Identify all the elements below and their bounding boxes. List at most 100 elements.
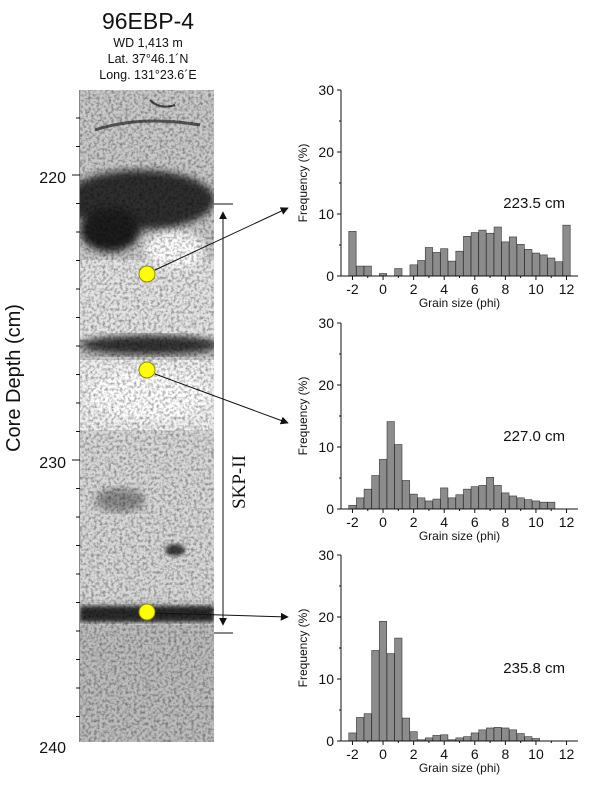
x-tick-label: -2 [346,281,359,297]
y-tick-label: 10 [318,671,334,687]
histogram-bar [447,260,456,277]
x-tick-label: 4 [440,746,448,762]
histogram-bar [486,477,495,510]
x-tick-label: 10 [528,746,544,762]
y-axis-label: Frequency (%) [296,609,310,688]
histogram-bar [424,247,433,277]
histogram-bar [501,241,510,277]
histogram-bar [371,650,380,742]
y-tick-label: 30 [318,82,334,98]
x-tick-label: -2 [346,746,359,762]
x-axis-label: Grain size (phi) [419,529,500,543]
histogram-bar [363,713,372,742]
x-tick-label: 12 [559,281,575,297]
histogram-bar [432,252,441,277]
histogram-bar [516,244,525,277]
x-tick-label: 12 [559,514,575,530]
histogram-bar [455,494,464,510]
sample-marker-227-0 [138,361,156,379]
x-tick-label: 8 [501,746,509,762]
x-tick-label: -2 [346,514,359,530]
histogram-bar [493,226,502,277]
histogram-bar [486,727,495,742]
histogram-bar [348,231,357,277]
histogram-bar [417,260,426,277]
depth-ticks [72,117,80,717]
x-tick-label: 4 [440,281,448,297]
histogram-bar [463,736,472,742]
histogram-bar [440,487,449,510]
histogram-bar [531,252,540,277]
histogram-bar [539,254,548,277]
x-tick-label: 8 [501,514,509,530]
histogram-panel-3: 0 10 20 30 -2 0 2 4 6 8 10 12 Grain size (phi) Freque… [296,547,578,775]
histogram-bar [478,729,487,742]
y-tick-label: 20 [318,144,334,160]
histogram-bar [509,495,517,510]
histogram-bar [379,621,388,742]
histogram-bar [356,265,365,277]
core-longitude: Long. 131°23.6´E [99,68,196,82]
histogram-bar [478,229,487,277]
histogram-bar [562,224,571,277]
sample-depth-label: 223.5 cm [503,195,565,212]
histogram-bar [348,732,357,742]
histogram-bar [379,459,388,510]
x-tick-label: 10 [528,281,544,297]
histogram-bar [424,500,433,510]
histogram-bar [394,268,403,277]
x-tick-label: 0 [379,746,387,762]
histogram-bar [455,250,464,277]
x-tick-label: 0 [379,514,387,530]
y-tick-label: 0 [326,501,334,517]
histogram-bar [501,492,510,510]
x-tick-label: 10 [528,514,544,530]
histogram-bar [531,500,540,510]
y-tick-label: 20 [318,377,334,393]
histogram-bar [493,485,502,510]
y-tick-label: 30 [318,315,334,331]
histogram-bar [486,232,495,277]
y-tick-label: 0 [326,733,334,749]
y-axis-label: Frequency (%) [296,377,310,456]
histogram-bar [432,498,441,510]
x-axis-label: Grain size (phi) [419,296,500,310]
histogram-bar [371,475,380,510]
depth-tick-label-220: 220 [39,170,66,187]
core-photo [80,90,214,742]
histogram-bar [554,261,563,277]
depth-tick-label-230: 230 [39,455,66,472]
histogram-bar [524,499,533,510]
core-water-depth: WD 1,413 m [113,36,182,50]
histogram-bar [394,444,403,510]
histogram-bar [463,236,472,277]
sample-depth-label: 235.8 cm [503,660,565,677]
histogram-bar [509,236,517,277]
histogram-panel-2: 0 10 20 30 -2 0 2 4 6 8 10 12 Grain size (phi) Freque… [296,315,578,543]
histogram-bar [356,717,365,742]
histogram-bar [386,653,395,742]
histogram-bar [509,729,517,742]
histogram-bar [524,249,533,277]
histogram-bar [348,504,357,510]
histogram-bar [394,637,403,742]
x-tick-label: 12 [559,746,575,762]
x-tick-label: 0 [379,281,387,297]
histogram-bar [478,485,487,510]
histogram-bar [363,265,372,277]
histogram-bar [447,497,456,510]
histogram-bar [539,501,548,510]
x-tick-label: 4 [440,514,448,530]
x-tick-label: 6 [471,746,479,762]
x-tick-label: 2 [410,746,418,762]
core-latitude: Lat. 37°46.1´N [108,52,189,66]
histogram-bar [409,493,418,510]
histogram-bar [463,488,472,510]
x-axis-label: Grain size (phi) [419,761,500,775]
histogram-bar [547,501,556,510]
histogram-bar [409,264,418,277]
sample-marker-235-8 [138,603,156,621]
depth-tick-label-240: 240 [39,740,66,757]
histogram-bar [363,488,372,510]
